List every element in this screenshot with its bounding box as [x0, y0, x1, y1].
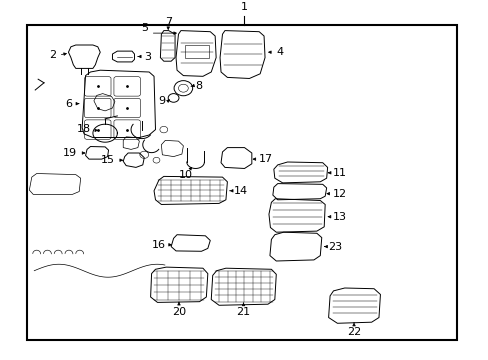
Text: 20: 20: [172, 307, 185, 317]
Text: 18: 18: [76, 124, 90, 134]
Text: 14: 14: [233, 186, 247, 196]
Text: 16: 16: [152, 240, 166, 250]
Text: 4: 4: [276, 47, 283, 57]
Text: 10: 10: [179, 170, 192, 180]
Text: 12: 12: [332, 189, 346, 199]
Text: 6: 6: [65, 99, 72, 109]
Text: 17: 17: [259, 154, 273, 164]
Text: 23: 23: [328, 242, 342, 252]
Text: 21: 21: [236, 307, 250, 317]
Bar: [27, 25, 456, 340]
Text: 11: 11: [332, 168, 346, 178]
Text: 15: 15: [101, 155, 115, 165]
Text: 13: 13: [332, 212, 346, 222]
Text: 5: 5: [141, 23, 147, 33]
Text: 8: 8: [195, 81, 203, 91]
Text: 19: 19: [63, 148, 77, 158]
Text: 3: 3: [144, 51, 151, 62]
Text: 7: 7: [164, 17, 171, 27]
Text: 9: 9: [158, 96, 165, 106]
Text: 22: 22: [346, 327, 361, 337]
Text: 1: 1: [241, 1, 247, 12]
Text: 2: 2: [49, 50, 56, 60]
